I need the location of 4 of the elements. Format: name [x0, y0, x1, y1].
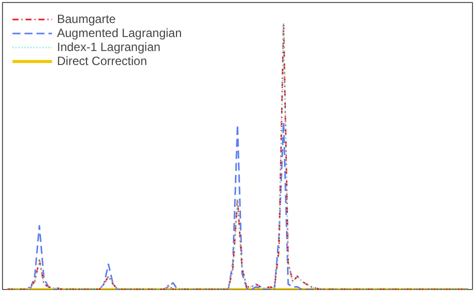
legend-label: Augmented Lagrangian: [57, 26, 182, 40]
legend-label: Baumgarte: [57, 12, 116, 26]
legend-label: Direct Correction: [57, 54, 148, 68]
legend-label: Index-1 Lagrangian: [57, 40, 160, 54]
